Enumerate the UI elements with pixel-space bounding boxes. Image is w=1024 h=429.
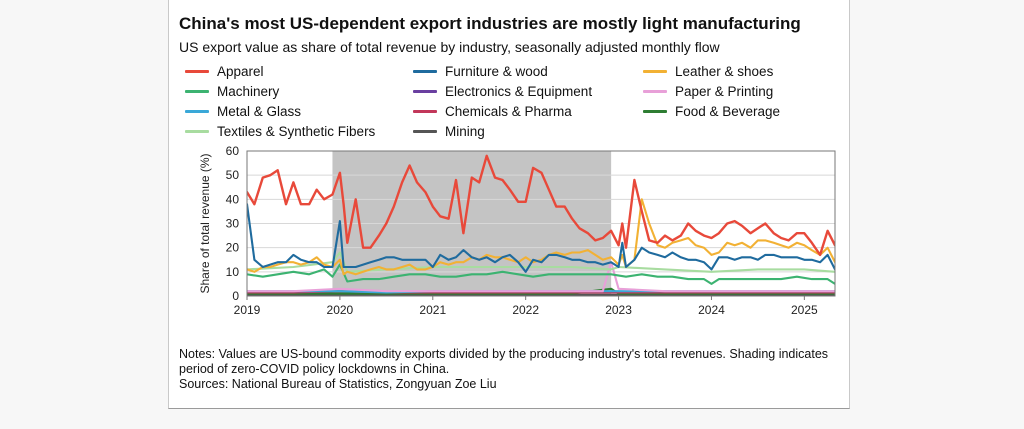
chart-notes: Notes: Values are US-bound commodity exp… (179, 347, 839, 392)
legend-swatch (185, 70, 209, 73)
y-tick-label: 0 (232, 289, 239, 303)
line-chart: 0 10 20 30 40 50 60 2019 2020 2021 2022 2023 2024 202… (198, 146, 836, 317)
chart-title: China's most US-dependent export industr… (179, 14, 801, 33)
y-tick-label: 50 (226, 168, 240, 182)
legend-swatch (413, 70, 437, 73)
series-line-machinery (247, 263, 835, 285)
chart-subtitle: US export value as share of total revenu… (179, 39, 720, 55)
legend-item: Furniture & wood (413, 64, 548, 79)
legend-swatch (413, 90, 437, 93)
legend-label: Paper & Printing (675, 84, 774, 99)
notes-text: Notes: Values are US-bound commodity exp… (179, 347, 829, 376)
x-tick-label: 2022 (512, 303, 539, 317)
legend-item: Electronics & Equipment (413, 84, 592, 99)
legend-swatch (413, 130, 437, 133)
legend-label: Chemicals & Pharma (445, 104, 572, 119)
series-line-food-beverage (247, 287, 835, 295)
y-tick-label: 30 (226, 217, 240, 231)
legend-label: Leather & shoes (675, 64, 774, 79)
x-tick-label: 2024 (698, 303, 725, 317)
legend-label: Electronics & Equipment (445, 84, 593, 99)
legend-item: Apparel (185, 64, 264, 79)
legend-swatch (185, 90, 209, 93)
legend-item: Food & Beverage (643, 104, 780, 119)
legend-item: Leather & shoes (643, 64, 773, 79)
series-line-textiles-synthetic-fibers (247, 251, 835, 273)
legend-swatch (185, 130, 209, 133)
series-line-leather-shoes (247, 198, 835, 276)
legend-swatch (643, 90, 667, 93)
legend-label: Metal & Glass (217, 104, 302, 119)
legend-item: Chemicals & Pharma (413, 104, 572, 119)
plot-frame (246, 150, 836, 297)
legend-label: Furniture & wood (445, 64, 548, 79)
legend-label: Mining (445, 124, 485, 139)
x-tick-label: 2019 (234, 303, 261, 317)
y-axis-label: Share of total revenue (%) (198, 153, 212, 293)
legend-label: Machinery (217, 84, 280, 99)
y-tick-label: 40 (226, 192, 240, 206)
legend-label: Textiles & Synthetic Fibers (217, 124, 376, 139)
legend-swatch (643, 110, 667, 113)
y-tick-label: 60 (226, 146, 240, 158)
legend-label: Food & Beverage (675, 104, 781, 119)
legend-swatch (185, 110, 209, 113)
legend-swatch (413, 110, 437, 113)
x-tick-label: 2023 (605, 303, 632, 317)
legend-item: Mining (413, 124, 485, 139)
y-tick-label: 20 (226, 241, 240, 255)
legend-label: Apparel (217, 64, 264, 79)
legend-item: Machinery (185, 84, 279, 99)
legend-item: Paper & Printing (643, 84, 773, 99)
x-tick-label: 2020 (327, 303, 354, 317)
x-tick-label: 2021 (419, 303, 446, 317)
legend-item: Textiles & Synthetic Fibers (185, 124, 375, 139)
y-tick-label: 10 (226, 265, 240, 279)
legend-swatch (643, 70, 667, 73)
x-tick-label: 2025 (791, 303, 818, 317)
chart-card: China's most US-dependent export industr… (168, 0, 850, 409)
series-line-furniture-wood (247, 203, 835, 273)
series-line-apparel (247, 154, 835, 257)
sources-text: Sources: National Bureau of Statistics, … (179, 377, 497, 391)
legend-item: Metal & Glass (185, 104, 301, 119)
series-line-paper-printing (247, 261, 835, 293)
